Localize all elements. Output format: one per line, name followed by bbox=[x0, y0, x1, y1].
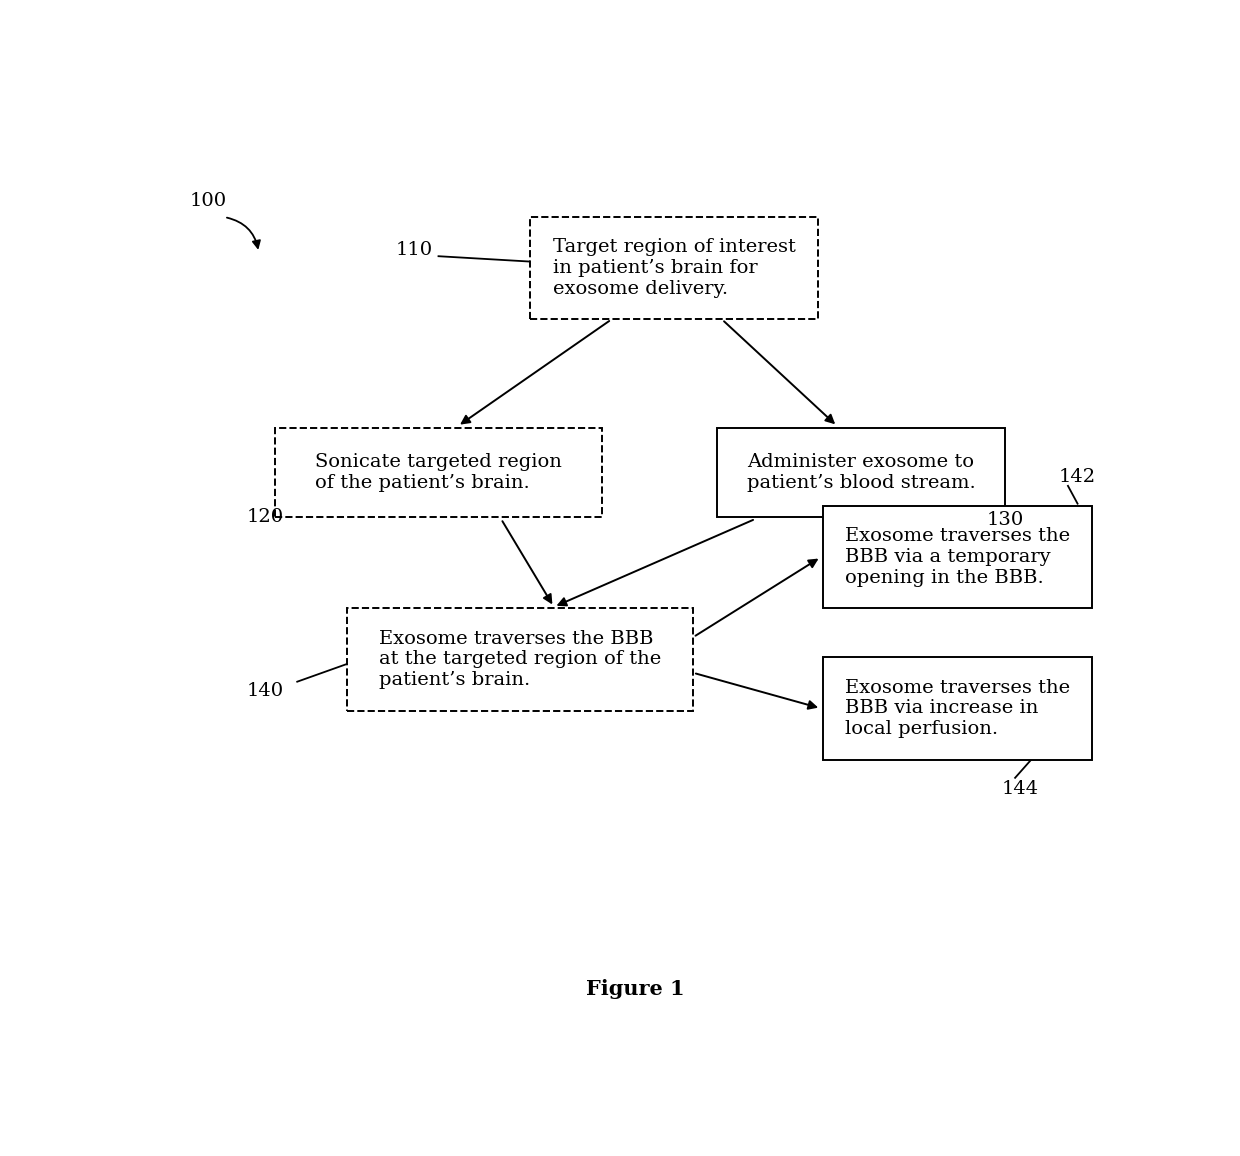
FancyArrowPatch shape bbox=[227, 217, 260, 247]
Text: Exosome traverses the
BBB via increase in
local perfusion.: Exosome traverses the BBB via increase i… bbox=[844, 679, 1070, 739]
Text: 142: 142 bbox=[1059, 468, 1096, 486]
Text: 120: 120 bbox=[247, 507, 284, 526]
Text: 130: 130 bbox=[987, 511, 1024, 528]
FancyBboxPatch shape bbox=[823, 658, 1092, 759]
Text: Administer exosome to
patient’s blood stream.: Administer exosome to patient’s blood st… bbox=[746, 453, 976, 492]
Text: 140: 140 bbox=[247, 682, 284, 699]
Text: Sonicate targeted region
of the patient’s brain.: Sonicate targeted region of the patient’… bbox=[315, 453, 562, 492]
Text: Target region of interest
in patient’s brain for
exosome delivery.: Target region of interest in patient’s b… bbox=[553, 238, 795, 297]
Text: 100: 100 bbox=[190, 192, 227, 210]
FancyBboxPatch shape bbox=[529, 216, 818, 319]
Text: 144: 144 bbox=[1002, 779, 1038, 798]
Text: Exosome traverses the
BBB via a temporary
opening in the BBB.: Exosome traverses the BBB via a temporar… bbox=[844, 527, 1070, 587]
FancyBboxPatch shape bbox=[275, 428, 601, 517]
FancyBboxPatch shape bbox=[347, 608, 693, 711]
FancyBboxPatch shape bbox=[717, 428, 1006, 517]
Text: 110: 110 bbox=[396, 240, 433, 259]
Text: Exosome traverses the BBB
at the targeted region of the
patient’s brain.: Exosome traverses the BBB at the targete… bbox=[379, 630, 661, 689]
Text: Figure 1: Figure 1 bbox=[587, 979, 684, 999]
FancyBboxPatch shape bbox=[823, 506, 1092, 608]
